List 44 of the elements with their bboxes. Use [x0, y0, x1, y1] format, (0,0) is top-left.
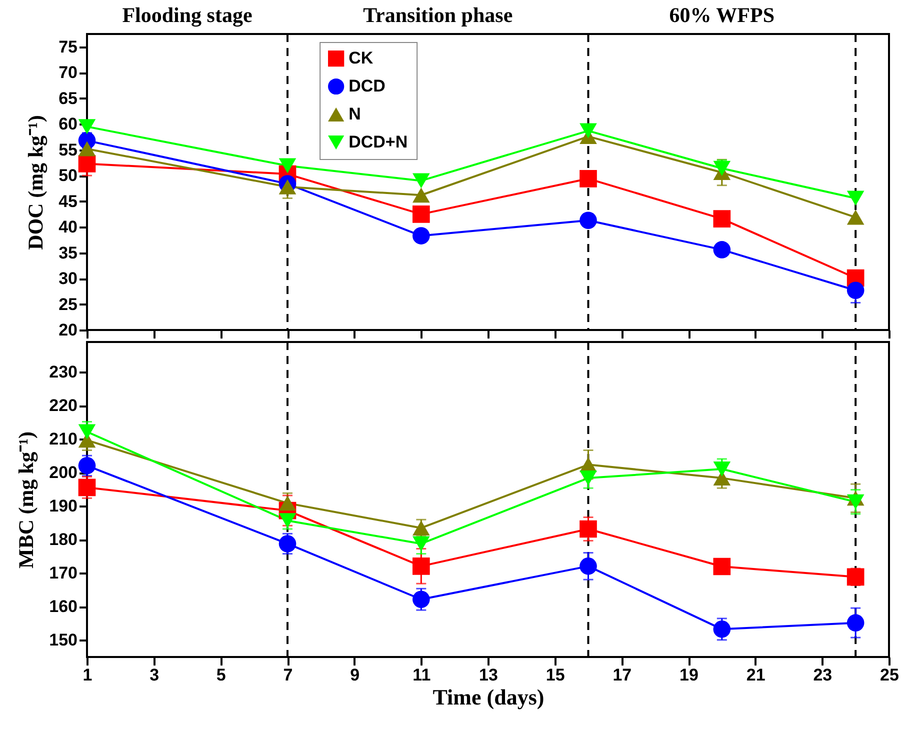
legend-label: CK — [348, 48, 374, 68]
text: Transition phase — [363, 3, 513, 27]
y-tick-label: 30 — [58, 269, 78, 288]
x-tick-label: 19 — [680, 666, 698, 684]
x-tick-label: 15 — [546, 666, 565, 684]
y-tick-label: 210 — [49, 430, 78, 449]
x-tick-label: 25 — [880, 666, 899, 684]
y-tick-label: 160 — [49, 597, 78, 616]
text: 60% WFPS — [669, 3, 775, 27]
x-axis-title: Time (days) — [432, 684, 544, 710]
legend-label: DCD — [348, 76, 386, 96]
y-tick-label: 230 — [49, 362, 78, 382]
legend-label: DCD+N — [348, 132, 408, 152]
y-tick-label: 55 — [58, 140, 78, 160]
x-tick-label: 21 — [746, 666, 766, 684]
x-tick-label: 3 — [150, 666, 160, 684]
y-tick-label: 200 — [49, 463, 78, 482]
y-tick-label: 40 — [58, 218, 78, 237]
x-tick-label: 13 — [479, 666, 498, 684]
y-axis-title: MBC (mg kg⁻¹) — [14, 432, 38, 568]
y-tick-label: 45 — [58, 192, 78, 211]
x-tick-label: 5 — [216, 666, 226, 684]
x-tick-label: 17 — [612, 666, 632, 684]
y-tick-label: 220 — [49, 396, 78, 416]
y-tick-label: 60 — [58, 114, 78, 134]
y-tick-label: 65 — [58, 88, 78, 108]
x-tick-label: 23 — [813, 666, 832, 684]
x-tick-label: 9 — [350, 666, 360, 684]
y-tick-label: 150 — [49, 630, 78, 650]
x-tick-label: 7 — [283, 666, 293, 684]
y-tick-label: 75 — [58, 37, 78, 56]
legend-label: N — [348, 104, 361, 124]
y-tick-label: 190 — [49, 496, 78, 516]
x-tick-label: 11 — [412, 666, 431, 684]
y-tick-label: 170 — [49, 564, 78, 583]
y-tick-label: 35 — [58, 243, 78, 262]
x-tick-label: 1 — [82, 666, 92, 684]
y-tick-label: 70 — [58, 63, 78, 82]
y-tick-label: 25 — [58, 294, 78, 314]
y-axis-title: DOC (mg kg⁻¹) — [24, 115, 48, 250]
y-tick-label: 20 — [58, 320, 78, 340]
y-tick-label: 180 — [49, 530, 78, 550]
y-tick-label: 50 — [58, 166, 78, 186]
text: Flooding stage — [122, 3, 252, 27]
